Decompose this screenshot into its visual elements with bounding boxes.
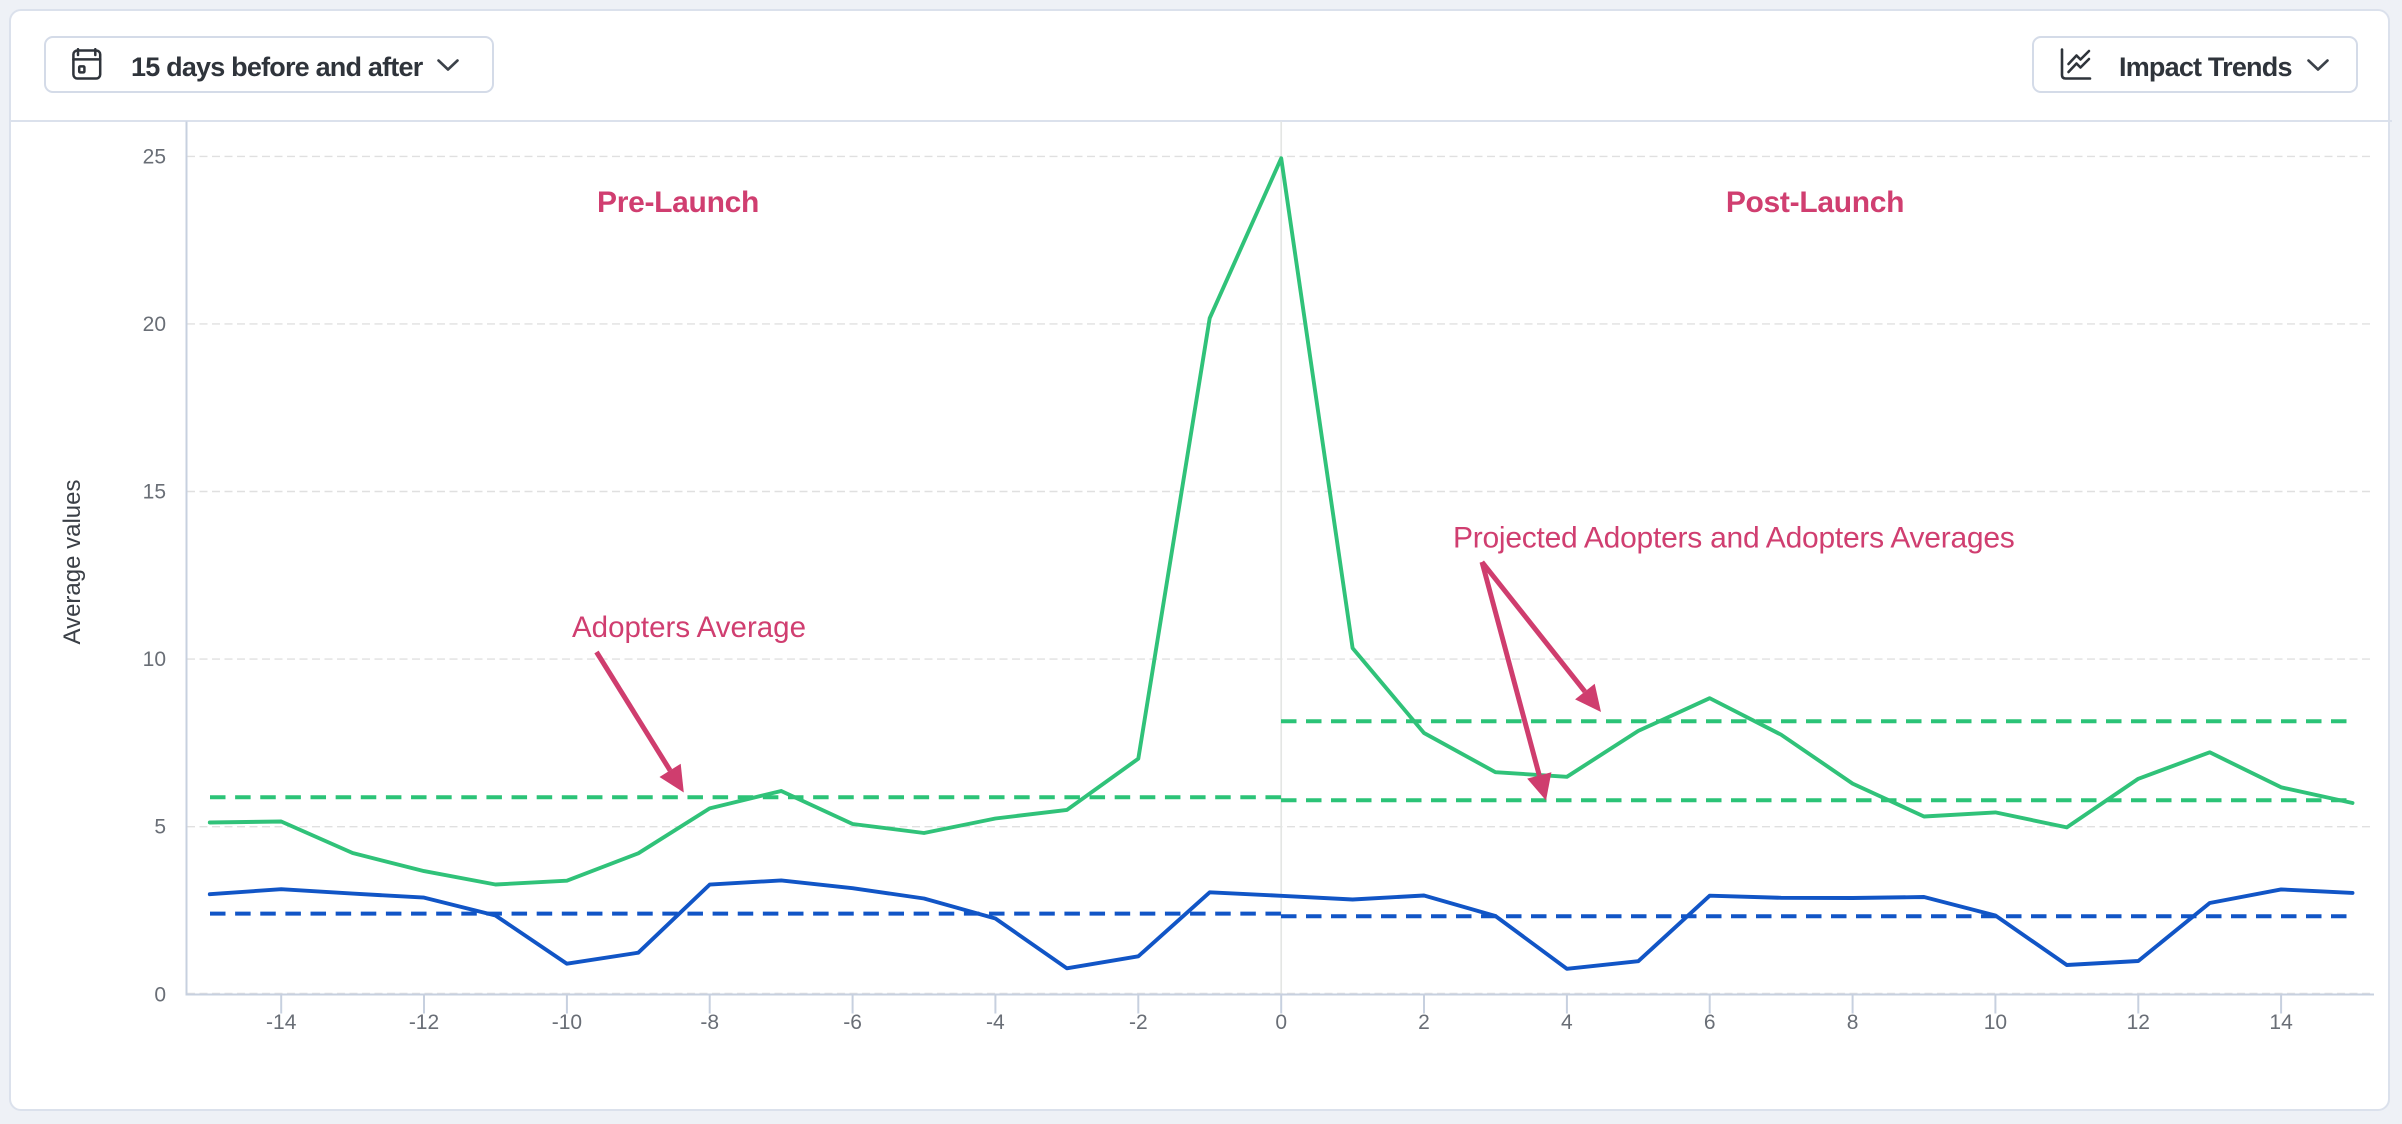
svg-text:20: 20 xyxy=(143,313,166,336)
svg-text:6: 6 xyxy=(1704,1011,1716,1034)
svg-text:-10: -10 xyxy=(552,1011,582,1034)
svg-text:Post-Launch: Post-Launch xyxy=(1726,186,1904,219)
svg-text:8: 8 xyxy=(1847,1011,1859,1034)
svg-text:Average values: Average values xyxy=(59,480,86,645)
svg-text:2: 2 xyxy=(1418,1011,1430,1034)
svg-text:Projected Adopters and Adopter: Projected Adopters and Adopters Averages xyxy=(1453,522,2015,555)
svg-text:10: 10 xyxy=(1984,1011,2007,1034)
svg-text:0: 0 xyxy=(1275,1011,1287,1034)
svg-text:-2: -2 xyxy=(1129,1011,1148,1034)
svg-text:0: 0 xyxy=(154,984,166,1007)
svg-text:-12: -12 xyxy=(409,1011,439,1034)
svg-text:12: 12 xyxy=(2127,1011,2150,1034)
svg-text:-14: -14 xyxy=(266,1011,297,1034)
svg-text:Adopters Average: Adopters Average xyxy=(572,611,806,644)
svg-text:-6: -6 xyxy=(843,1011,862,1034)
svg-text:15: 15 xyxy=(143,481,166,504)
svg-text:5: 5 xyxy=(154,816,166,839)
svg-text:10: 10 xyxy=(143,648,166,671)
svg-text:14: 14 xyxy=(2269,1011,2293,1034)
svg-text:Pre-Launch: Pre-Launch xyxy=(597,186,759,219)
svg-text:25: 25 xyxy=(143,146,166,169)
svg-text:4: 4 xyxy=(1561,1011,1573,1034)
svg-text:-8: -8 xyxy=(700,1011,719,1034)
svg-text:-4: -4 xyxy=(986,1011,1005,1034)
